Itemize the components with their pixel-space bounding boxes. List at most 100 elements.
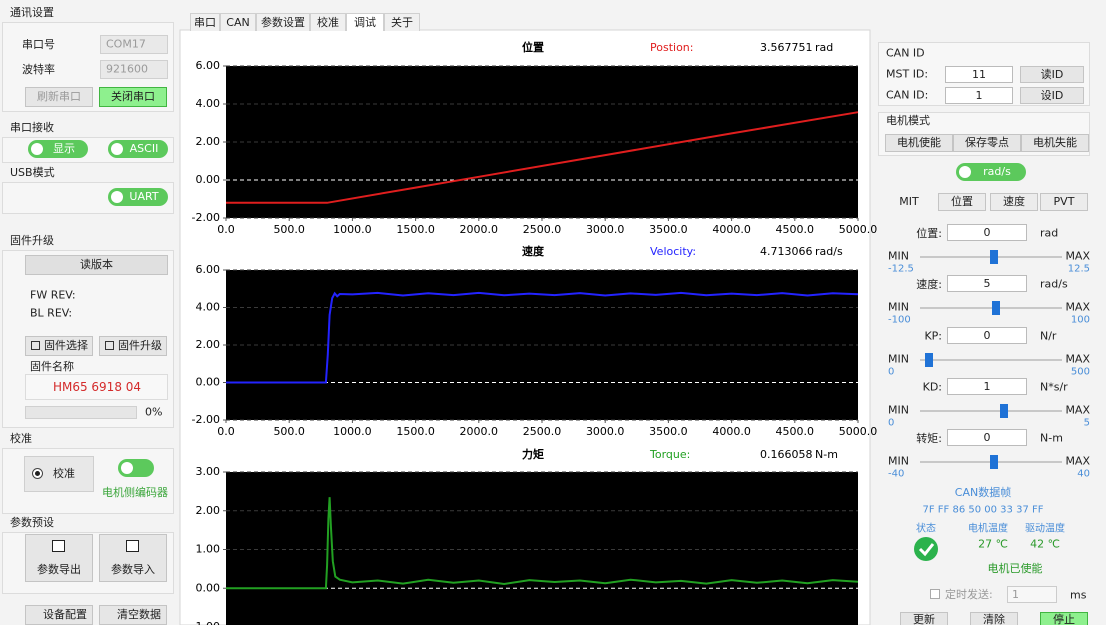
slider-knob[interactable] [990, 455, 998, 469]
tab[interactable]: 串口 [190, 13, 220, 31]
input[interactable]: 0 [947, 224, 1027, 241]
input[interactable]: 1 [947, 378, 1027, 395]
tab[interactable]: 关于 [384, 13, 420, 31]
readout-label: Velocity: [650, 245, 696, 258]
label: 电机温度 [968, 523, 1008, 535]
button[interactable]: 位置 [938, 193, 986, 211]
x-tick-label: 1500.0 [396, 425, 435, 438]
x-tick-label: 4500.0 [776, 223, 815, 236]
label: 速度: [916, 278, 942, 291]
x-tick-label: 3500.0 [649, 223, 688, 236]
slider-knob[interactable] [992, 301, 1000, 315]
button[interactable]: 更新 [900, 612, 948, 625]
input[interactable]: 5 [947, 275, 1027, 292]
input[interactable]: 0 [947, 327, 1027, 344]
button[interactable]: 参数导入 [99, 534, 167, 582]
button[interactable]: 刷新串口 [25, 87, 93, 107]
label: MAX [1065, 403, 1090, 417]
label: 固件升级 [10, 234, 54, 247]
tab[interactable]: CAN [220, 13, 256, 31]
label: 电机模式 [886, 114, 930, 127]
label: 参数预设 [10, 516, 54, 529]
label: rad/s [1040, 277, 1068, 291]
input[interactable]: 1 [1007, 586, 1057, 603]
y-tick-label: 0.00 [196, 581, 221, 594]
combo [100, 35, 168, 54]
slider-knob[interactable] [1000, 404, 1008, 418]
tab[interactable]: 调试 [346, 13, 384, 31]
tab[interactable]: 参数设置 [256, 13, 310, 31]
label: MIN [888, 403, 909, 417]
data-line [226, 497, 859, 590]
combo [100, 60, 168, 79]
button[interactable]: PVT [1040, 193, 1088, 211]
button[interactable]: 固件升级 [99, 336, 167, 356]
label: 波特率 [22, 63, 55, 76]
readout-value: 4.713066 [760, 245, 813, 258]
toggle[interactable]: rad/s [956, 163, 1026, 181]
label: 500 [1070, 366, 1090, 378]
button[interactable]: 电机使能 [885, 134, 953, 152]
readout-unit: rad/s [815, 245, 843, 258]
toggle[interactable]: UART [108, 188, 168, 206]
button[interactable]: 电机失能 [1021, 134, 1089, 152]
readout-value: 3.567751 [760, 41, 813, 54]
button[interactable]: 关闭串口 [99, 87, 167, 107]
input[interactable]: 0 [947, 429, 1027, 446]
x-tick-label: 5000.0 [839, 425, 878, 438]
button[interactable]: 固件选择 [25, 336, 93, 356]
button[interactable]: 停止 [1040, 612, 1088, 625]
label: 校准 [10, 432, 32, 445]
input[interactable]: 1 [945, 87, 1013, 104]
toggle[interactable]: 显示 [28, 140, 88, 158]
readout-value: 0.166058 [760, 448, 813, 461]
x-tick-label: 4000.0 [712, 223, 751, 236]
button[interactable]: MIT [899, 195, 919, 208]
label: CAN ID [886, 46, 925, 60]
label: 0% [145, 405, 163, 419]
name-box [25, 374, 168, 400]
label: 42 ℃ [1030, 537, 1060, 551]
label: 状态 [916, 523, 936, 535]
label: FW REV: [30, 288, 76, 302]
slider-knob[interactable] [990, 250, 998, 264]
data-line [226, 291, 859, 384]
label: MAX [1065, 454, 1090, 468]
label: ms [1070, 588, 1087, 602]
x-tick-label: 1000.0 [333, 425, 372, 438]
slider-knob[interactable] [925, 353, 933, 367]
checkbox [930, 589, 940, 599]
x-tick-label: 0.0 [217, 425, 235, 438]
label: 7F FF 86 50 00 33 37 FF [922, 504, 1044, 516]
button[interactable]: 速度 [990, 193, 1038, 211]
label: 通讯设置 [10, 6, 54, 19]
x-tick-label: 1000.0 [333, 223, 372, 236]
button[interactable]: 保存零点 [953, 134, 1021, 152]
button[interactable]: 设备配置 [25, 605, 93, 625]
label: N*s/r [1040, 380, 1068, 394]
label: 串口接收 [10, 121, 54, 134]
button[interactable]: 清空数据 [99, 605, 167, 625]
icon [52, 540, 65, 552]
label: 驱动温度 [1025, 523, 1065, 535]
tab[interactable]: 校准 [310, 13, 346, 31]
input[interactable]: 11 [945, 66, 1013, 83]
x-tick-label: 3000.0 [586, 425, 625, 438]
y-tick-label: 2.00 [196, 504, 221, 517]
radio-button[interactable]: 校准 [24, 456, 94, 492]
label: -12.5 [888, 263, 914, 275]
y-tick-label: -2.00 [192, 211, 220, 224]
label: -40 [888, 468, 905, 480]
button[interactable]: 读版本 [25, 255, 168, 275]
button[interactable]: 清除 [970, 612, 1018, 625]
x-tick-label: 500.0 [273, 425, 305, 438]
y-tick-label: 4.00 [196, 97, 221, 110]
toggle-knob [111, 143, 123, 155]
toggle[interactable]: ASCII [108, 140, 168, 158]
button[interactable]: 读ID [1020, 66, 1084, 83]
y-tick-label: -2.00 [192, 413, 220, 426]
x-tick-label: 1500.0 [396, 223, 435, 236]
button[interactable]: 设ID [1020, 87, 1084, 104]
